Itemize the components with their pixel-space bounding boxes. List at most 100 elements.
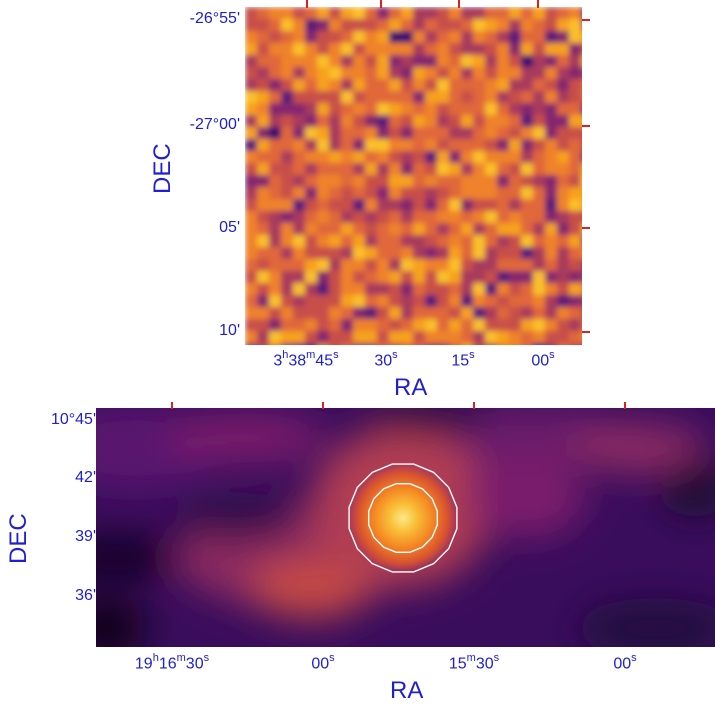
noise-cell [353, 199, 366, 212]
noise-cell [557, 7, 570, 20]
noise-cell [557, 31, 570, 44]
noise-cell [281, 235, 294, 248]
noise-cell [305, 43, 318, 56]
noise-cell [437, 19, 450, 32]
noise-cell [413, 175, 426, 188]
noise-cell [437, 163, 450, 176]
noise-cell [437, 151, 450, 164]
noise-cell [581, 271, 582, 284]
noise-cell [341, 295, 354, 308]
noise-cell [401, 31, 414, 44]
noise-cell [497, 175, 510, 188]
noise-cell [389, 319, 402, 332]
noise-cell [389, 235, 402, 248]
noise-cell [545, 295, 558, 308]
noise-cell [437, 307, 450, 320]
noise-cell [389, 79, 402, 92]
noise-cell [353, 19, 366, 32]
noise-cell [353, 7, 366, 20]
noise-cell [341, 115, 354, 128]
noise-cell [281, 295, 294, 308]
noise-cell [557, 235, 570, 248]
noise-cell [269, 319, 282, 332]
noise-cell [449, 175, 462, 188]
noise-cell [461, 55, 474, 68]
noise-cell [461, 163, 474, 176]
noise-cell [581, 223, 582, 236]
noise-cell [389, 139, 402, 152]
noise-cell [521, 283, 534, 296]
noise-cell [353, 223, 366, 236]
noise-cell [305, 283, 318, 296]
noise-cell [533, 127, 546, 140]
noise-cell [413, 295, 426, 308]
noise-cell [521, 247, 534, 260]
noise-cell [425, 43, 438, 56]
noise-cell [449, 235, 462, 248]
noise-cell [329, 283, 342, 296]
noise-cell [497, 259, 510, 272]
noise-cell [293, 151, 306, 164]
noise-cell [317, 175, 330, 188]
noise-cell [569, 151, 582, 164]
noise-cell [353, 319, 366, 332]
noise-cell [569, 19, 582, 32]
noise-cell [581, 187, 582, 200]
noise-cell [293, 91, 306, 104]
noise-cell [377, 187, 390, 200]
noise-cell [485, 163, 498, 176]
noise-cell [317, 319, 330, 332]
noise-cell [533, 7, 546, 20]
noise-cell [281, 151, 294, 164]
noise-cell [377, 163, 390, 176]
noise-cell [341, 31, 354, 44]
noise-cell [545, 331, 558, 344]
noise-cell [437, 43, 450, 56]
noise-cell [521, 319, 534, 332]
source-glow [351, 466, 455, 570]
noise-cell [305, 187, 318, 200]
noise-cell [509, 295, 522, 308]
noise-cell [269, 127, 282, 140]
noise-cell [305, 127, 318, 140]
noise-cell [521, 343, 534, 345]
noise-cell [533, 223, 546, 236]
noise-cell [377, 211, 390, 224]
x-tick-label: 3h38m45s [273, 349, 339, 370]
noise-cell [581, 247, 582, 260]
noise-cell [293, 235, 306, 248]
noise-cell [437, 103, 450, 116]
y-tick-label: -26°55' [189, 10, 240, 27]
noise-cell [257, 127, 270, 140]
noise-cell [509, 331, 522, 344]
noise-cell [521, 31, 534, 44]
noise-cell [281, 271, 294, 284]
noise-cell [461, 199, 474, 212]
noise-cell [305, 307, 318, 320]
noise-cell [533, 271, 546, 284]
noise-cell [389, 307, 402, 320]
noise-cell [281, 319, 294, 332]
noise-cell [569, 199, 582, 212]
noise-cell [533, 115, 546, 128]
noise-cell [377, 19, 390, 32]
noise-cell [401, 187, 414, 200]
noise-cell [365, 79, 378, 92]
noise-cell [545, 199, 558, 212]
noise-cell [485, 187, 498, 200]
noise-cell [317, 331, 330, 344]
noise-cell [569, 247, 582, 260]
noise-cell [329, 307, 342, 320]
noise-cell [473, 223, 486, 236]
noise-cell [401, 115, 414, 128]
noise-cell [485, 127, 498, 140]
noise-cell [269, 235, 282, 248]
noise-cell [353, 139, 366, 152]
noise-cell [329, 271, 342, 284]
noise-cell [365, 259, 378, 272]
noise-cell [329, 91, 342, 104]
top-tick-mark [624, 402, 626, 409]
noise-cell [413, 343, 426, 345]
noise-cell [569, 43, 582, 56]
y-tick-label: 42' [75, 469, 96, 486]
